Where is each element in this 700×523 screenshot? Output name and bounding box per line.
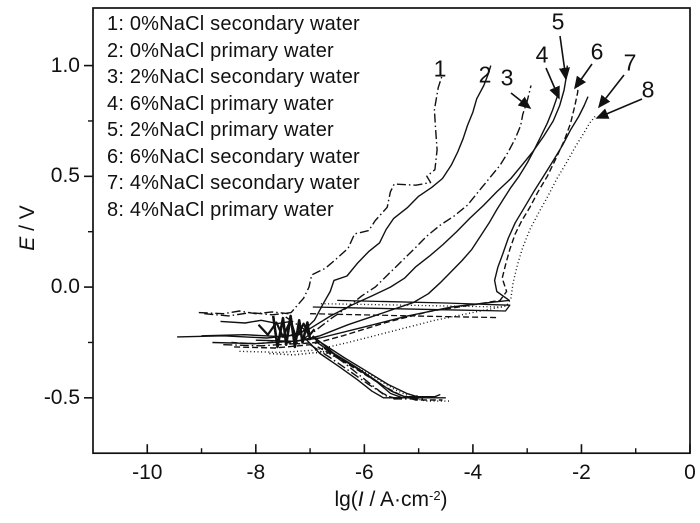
- legend-item-5: 5: 2%NaCl primary water: [107, 119, 334, 141]
- curve-number-label-8: 8: [641, 76, 655, 103]
- x-tick-label: -10: [132, 461, 163, 484]
- y-tick-label: 0.5: [50, 164, 80, 188]
- legend-item-7: 7: 4%NaCl secondary water: [107, 172, 360, 194]
- curve-number-label-3: 3: [500, 64, 514, 91]
- legend-item-2: 2: 0%NaCl primary water: [107, 39, 334, 62]
- legend-item-3: 3: 2%NaCl secondary water: [107, 66, 360, 88]
- x-axis-title-close: ): [440, 488, 448, 511]
- chart-legend: 1: 0%NaCl secondary water 2: 0%NaCl prim…: [107, 11, 360, 223]
- y-axis-title-variable: E: [16, 236, 39, 251]
- reverse-scan-line: [310, 313, 500, 319]
- ecorr-noise-segment: [198, 310, 289, 315]
- curve-number-label-7: 7: [623, 49, 637, 76]
- curve-5-anodic-branch: [201, 65, 568, 338]
- legend-item-6: 6: 6%NaCl secondary water: [107, 145, 360, 168]
- x-axis-title-units: / A·cm: [363, 488, 429, 511]
- plot-frame: [92, 7, 691, 455]
- x-tick-label: -4: [463, 461, 483, 484]
- curve-1-anodic-branch: [204, 74, 444, 317]
- y-tick-label: 0.0: [50, 275, 80, 299]
- curve-pointer-arrow: [595, 98, 643, 119]
- legend-item-8: 8: 4%NaCl primary water: [107, 198, 334, 221]
- legend-item-4: 4: 6%NaCl primary water: [107, 92, 334, 115]
- y-axis-title-units: / V: [16, 205, 39, 237]
- y-tick-label: 1.0: [50, 53, 80, 77]
- curve-number-label-4: 4: [535, 41, 549, 68]
- curve-number-label-6: 6: [590, 38, 604, 65]
- x-axis-title-exponent: -2: [428, 488, 441, 503]
- curve-2-anodic-branch: [177, 65, 492, 339]
- reverse-scan-line: [312, 299, 511, 312]
- reverse-scan-line: [320, 303, 503, 308]
- curve-7-cathodic-branch: [320, 341, 446, 399]
- curve-pointer-arrow: [558, 35, 570, 81]
- curve-3-anodic-branch: [223, 85, 532, 347]
- curve-pointer-arrow: [598, 74, 625, 109]
- x-tick-label: 0: [684, 461, 696, 484]
- curve-number-label-1: 1: [433, 55, 447, 82]
- ecorr-noise-segment: [231, 340, 316, 345]
- x-tick-label: -2: [572, 461, 591, 484]
- curve-pointer-arrow: [510, 92, 532, 109]
- y-tick-label: -0.5: [43, 385, 80, 409]
- ecorr-noise-segment: [220, 319, 292, 325]
- curve-3-cathodic-branch: [309, 344, 423, 400]
- curve-pointer-arrow: [545, 67, 560, 100]
- arrows-layer: [510, 35, 643, 119]
- x-tick-label: -6: [355, 461, 374, 484]
- curve-5-cathodic-branch: [312, 335, 441, 398]
- y-axis-title: E / V: [16, 205, 40, 251]
- axes-layer: [84, 7, 691, 455]
- x-axis-title-variable: I: [357, 488, 364, 511]
- curve-number-label-5: 5: [551, 8, 565, 35]
- curve-6-cathodic-branch: [317, 346, 443, 401]
- curve-number-label-2: 2: [478, 61, 492, 88]
- curves-layer: [177, 65, 596, 402]
- legend-item-1: 1: 0%NaCl secondary water: [107, 13, 360, 35]
- curve-7-anodic-branch: [212, 96, 589, 345]
- curve-8-cathodic-branch: [322, 350, 452, 402]
- ecorr-noise-segment: [271, 314, 312, 349]
- x-axis-title: lg(I / A·cm-2): [334, 488, 447, 512]
- x-axis-title-prefix: lg(: [334, 488, 358, 511]
- x-tick-label: -8: [246, 461, 266, 484]
- curve-6-anodic-branch: [234, 83, 579, 349]
- curve-pointer-arrow: [574, 63, 593, 90]
